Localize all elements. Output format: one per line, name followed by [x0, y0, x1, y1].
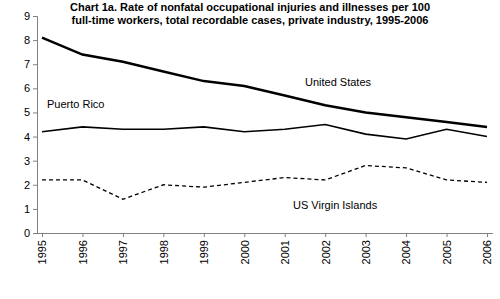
y-tick-mark [33, 16, 37, 17]
y-tick-label: 0 [24, 227, 30, 239]
y-tick-mark [33, 233, 37, 234]
y-tick-label: 7 [24, 58, 30, 70]
y-tick-mark [33, 185, 37, 186]
y-tick-mark [33, 137, 37, 138]
x-tick-mark [487, 233, 488, 237]
x-tick-label: 2006 [481, 240, 493, 264]
x-tick: 2002 [320, 233, 332, 264]
x-tick-label: 1996 [77, 240, 89, 264]
y-tick-mark [33, 112, 37, 113]
x-tick: 1996 [77, 233, 89, 264]
y-tick: 6 [24, 82, 37, 94]
y-tick: 7 [24, 58, 37, 70]
x-tick-mark [204, 233, 205, 237]
y-tick-mark [33, 161, 37, 162]
series-line [42, 125, 487, 139]
x-tick-mark [42, 233, 43, 237]
y-tick: 9 [24, 10, 37, 22]
x-tick-mark [325, 233, 326, 237]
x-tick-label: 1997 [117, 240, 129, 264]
x-tick-label: 2002 [320, 240, 332, 264]
x-tick: 2003 [360, 233, 372, 264]
y-tick: 3 [24, 155, 37, 167]
x-tick-mark [163, 233, 164, 237]
x-tick-label: 2005 [441, 240, 453, 264]
x-tick: 1999 [198, 233, 210, 264]
y-tick-mark [33, 64, 37, 65]
x-tick: 1998 [158, 233, 170, 264]
title-line: full-time workers, total recordable case… [72, 14, 429, 26]
x-tick-mark [244, 233, 245, 237]
y-axis-line [33, 17, 38, 234]
x-tick-mark [82, 233, 83, 237]
x-tick: 2006 [481, 233, 493, 264]
series-line [42, 38, 487, 127]
x-tick: 2000 [239, 233, 251, 264]
y-tick-label: 3 [24, 155, 30, 167]
y-tick: 8 [24, 34, 37, 46]
plot-area [42, 38, 487, 200]
x-tick-mark [406, 233, 407, 237]
y-tick-label: 5 [24, 106, 30, 118]
x-tick: 2005 [441, 233, 453, 264]
x-tick-label: 2001 [279, 240, 291, 264]
x-axis-line [37, 233, 493, 234]
x-tick: 1995 [36, 233, 48, 264]
x-tick: 1997 [117, 233, 129, 264]
x-tick-label: 2004 [400, 240, 412, 264]
x-tick-label: 1998 [158, 240, 170, 264]
series-label: United States [305, 76, 372, 88]
x-tick-label: 1999 [198, 240, 210, 264]
x-tick-label: 1995 [36, 240, 48, 264]
y-axis: 0 1 2 3 4 5 6 7 8 9 [24, 10, 38, 239]
x-axis: 1995 1996 1997 1998 1999 2000 2001 2002 2003 2004… [36, 233, 493, 264]
chart: Chart 1a. Rate of nonfatal occupational … [0, 0, 500, 299]
x-tick: 2004 [400, 233, 412, 264]
x-tick-mark [123, 233, 124, 237]
series-label: US Virgin Islands [293, 199, 378, 211]
x-tick-mark [447, 233, 448, 237]
y-tick-mark [33, 40, 37, 41]
x-tick-label: 2000 [239, 240, 251, 264]
y-tick: 2 [24, 179, 37, 191]
y-tick-label: 1 [24, 203, 30, 215]
x-tick-label: 2003 [360, 240, 372, 264]
y-tick: 0 [24, 227, 37, 239]
title: Chart 1a. Rate of nonfatal occupational … [70, 1, 430, 26]
series-line [42, 165, 487, 199]
y-tick: 4 [24, 131, 37, 143]
series-label: Puerto Rico [47, 98, 104, 110]
y-tick-label: 6 [24, 82, 30, 94]
y-tick-mark [33, 88, 37, 89]
x-tick-mark [366, 233, 367, 237]
y-tick: 5 [24, 106, 37, 118]
y-tick: 1 [24, 203, 37, 215]
x-tick-mark [285, 233, 286, 237]
y-tick-label: 8 [24, 34, 30, 46]
y-tick-label: 9 [24, 10, 30, 22]
y-tick-label: 4 [24, 131, 30, 143]
title-line: Chart 1a. Rate of nonfatal occupational … [70, 1, 430, 13]
y-tick-mark [33, 209, 37, 210]
y-tick-label: 2 [24, 179, 30, 191]
x-tick: 2001 [279, 233, 291, 264]
